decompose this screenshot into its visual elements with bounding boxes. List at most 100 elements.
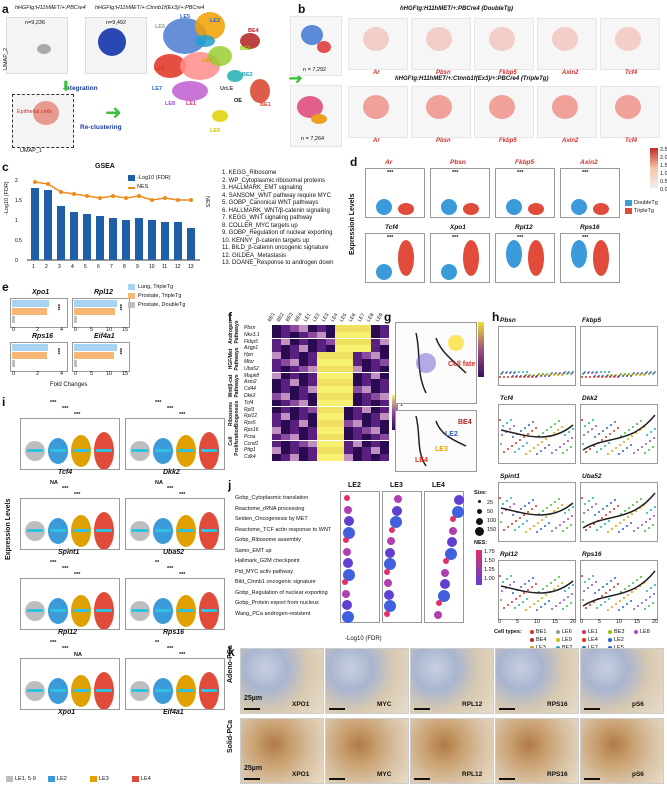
f-cell bbox=[353, 325, 362, 332]
h-legend-LE2: LE2 bbox=[614, 637, 624, 643]
k-scalebar bbox=[499, 708, 515, 710]
f-cell bbox=[344, 433, 353, 441]
nes-point-6 bbox=[98, 196, 102, 200]
j-term-8: Bild_Ctnnb1 oncogenic signature bbox=[235, 579, 316, 585]
f-gene-Nkx3.1: Nkx3.1 bbox=[244, 331, 260, 338]
f-cell bbox=[290, 345, 299, 352]
f-cell bbox=[326, 433, 335, 441]
gsea-chart: 00.511.521 2 3 4 5 6 7 8 9 10 11 12 13 bbox=[15, 178, 200, 270]
h-plot-Rps16 bbox=[580, 560, 658, 620]
k-marker-RPS16: RPS16 bbox=[547, 701, 568, 708]
feature-blob bbox=[426, 27, 452, 51]
f-cell bbox=[362, 406, 371, 414]
j-size-dot bbox=[475, 527, 484, 536]
umap-clusters: LE5 LE6 LE2 BE4 BE3 LE4 LE3 LE1 LE8 LE7 … bbox=[150, 6, 280, 146]
f-cell bbox=[380, 433, 389, 441]
f-gene-Pbsn: Pbsn bbox=[244, 325, 256, 331]
j-col-LE4: LE4 bbox=[432, 482, 445, 489]
i-sig: *** bbox=[62, 566, 69, 572]
f-cell bbox=[326, 406, 335, 414]
gsea-terms: 1. KEGG_Ribosome 2. WP_Cytoplasmic riboso… bbox=[222, 170, 392, 268]
f-cell bbox=[299, 379, 308, 386]
i-sig: NA bbox=[155, 480, 163, 486]
cluster-urle: UrLE bbox=[220, 86, 234, 92]
f-cell bbox=[272, 379, 281, 386]
f-cell bbox=[290, 427, 299, 434]
f-cell bbox=[299, 386, 308, 393]
cell-fate: Cell fate bbox=[448, 361, 476, 368]
f-cell bbox=[299, 352, 308, 359]
gsea-term-4: 4. SANSOM_WNT pathway require MYC bbox=[222, 192, 331, 199]
f-cluster-LE4: LE4 bbox=[329, 312, 340, 323]
f-cell bbox=[380, 386, 389, 393]
f-cell bbox=[308, 406, 317, 414]
f-cell bbox=[272, 393, 281, 400]
f-cell bbox=[326, 359, 335, 366]
j-dot bbox=[392, 505, 403, 516]
j-term-10: Gobp_Protein export from nucleus bbox=[235, 600, 319, 606]
i-sig: *** bbox=[74, 572, 81, 578]
panel-label-g: g bbox=[384, 310, 392, 324]
gsea-xtick: 9 bbox=[136, 264, 139, 270]
k-image-XPO1-1 bbox=[240, 718, 324, 784]
f-cell bbox=[299, 406, 308, 414]
f-cell bbox=[371, 393, 380, 400]
k-image-XPO1-0 bbox=[240, 648, 324, 714]
f-cell bbox=[326, 420, 335, 427]
f-cell bbox=[353, 352, 362, 359]
f-cell bbox=[371, 413, 380, 420]
j-term-11: Wang_PCa androgen-resistent bbox=[235, 610, 311, 617]
f-cell bbox=[362, 447, 371, 454]
f-cell bbox=[299, 413, 308, 420]
f-cell bbox=[290, 433, 299, 441]
h-gene-Rpl12: Rpl12 bbox=[500, 551, 518, 558]
f-cell bbox=[344, 447, 353, 454]
j-dot bbox=[342, 558, 353, 568]
j-dot bbox=[434, 610, 443, 619]
f-gene-Cdk4: Cdk4 bbox=[244, 454, 256, 461]
i-sig: *** bbox=[167, 566, 174, 572]
j-term-6: Hallmark_G2M checkpoint bbox=[235, 558, 300, 564]
f-cell bbox=[344, 386, 353, 393]
d-sig-Rpl12: *** bbox=[517, 235, 524, 241]
f-gene-Tcf4: Tcf4 bbox=[244, 399, 254, 406]
gene-label-Ar: Ar bbox=[373, 70, 380, 76]
j-panel-LE3 bbox=[382, 491, 422, 623]
h-gene-Rps16: Rps16 bbox=[582, 551, 602, 558]
d-gene-Rps16: Rps16 bbox=[580, 224, 600, 231]
f-cell bbox=[335, 372, 344, 380]
f-cell bbox=[335, 440, 344, 448]
f-cell bbox=[272, 399, 281, 407]
k-marker-MYC: MYC bbox=[377, 771, 392, 778]
triple-swatch bbox=[625, 208, 632, 214]
f-cell bbox=[371, 399, 380, 407]
f-cell bbox=[326, 372, 335, 380]
feature-plot-Tcf4-double bbox=[600, 18, 660, 70]
f-cell bbox=[317, 345, 326, 352]
f-cell bbox=[317, 365, 326, 373]
panel-label-j: j bbox=[228, 478, 232, 492]
g-trajectory-top bbox=[395, 322, 477, 404]
f-cell bbox=[335, 352, 344, 359]
f-cell bbox=[308, 345, 317, 352]
j-dot bbox=[342, 589, 351, 598]
i-gene-Xpo1: Xpo1 bbox=[58, 709, 76, 716]
i-violin-Dkk2 bbox=[125, 418, 225, 470]
h-xtick: 10 bbox=[616, 619, 623, 625]
f-cell bbox=[371, 440, 380, 448]
e-tick: 15 bbox=[122, 371, 129, 377]
legend-triple: TripleTg bbox=[634, 208, 654, 214]
i-sig: *** bbox=[179, 412, 186, 418]
h-legend-dot bbox=[634, 630, 638, 634]
f-cell bbox=[290, 325, 299, 332]
umap2-label: UMAP_2 bbox=[3, 47, 9, 70]
f-cell bbox=[308, 399, 317, 407]
f-cell bbox=[371, 359, 380, 366]
k-scalebar bbox=[499, 778, 515, 780]
prostate-double-swatch bbox=[128, 302, 135, 308]
gsea-bar-10 bbox=[148, 220, 156, 260]
panel-label-c: c bbox=[2, 160, 9, 174]
f-cell bbox=[308, 413, 317, 420]
i-violin-Tcf4 bbox=[20, 418, 120, 470]
f-cell bbox=[317, 447, 326, 454]
